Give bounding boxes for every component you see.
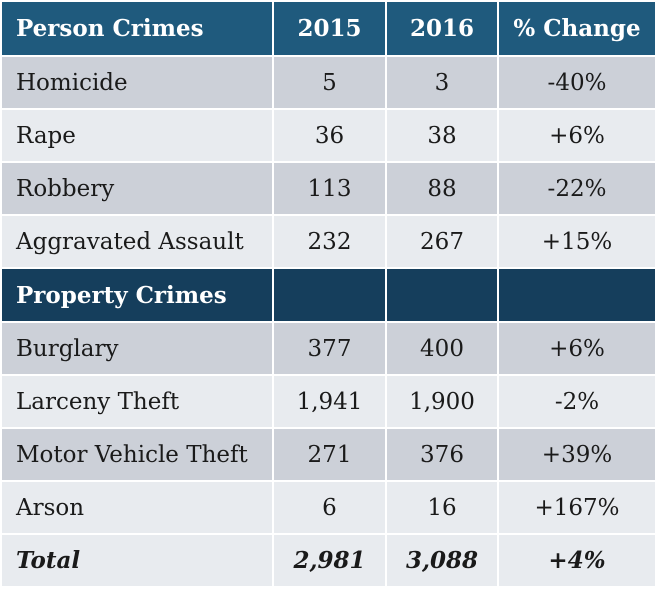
value-2016: 88 [385,161,499,216]
table-header-row: Person Crimes 2015 2016 % Change [0,0,655,57]
value-2016: 16 [385,480,499,535]
table-row: Arson 6 16 +167% [0,480,655,535]
total-2015: 2,981 [272,533,387,588]
value-2015: 5 [272,55,387,110]
value-change: +39% [497,427,655,482]
value-2016: 400 [385,321,499,376]
table-row: Larceny Theft 1,941 1,900 -2% [0,374,655,429]
value-change: +15% [497,214,655,269]
table-row: Rape 36 38 +6% [0,108,655,163]
section-empty-cell [497,267,655,323]
row-label: Larceny Theft [0,374,274,429]
value-2015: 113 [272,161,387,216]
value-change: +6% [497,108,655,163]
value-2015: 232 [272,214,387,269]
header-2016: 2016 [385,0,499,57]
value-2016: 267 [385,214,499,269]
crime-statistics-table: Person Crimes 2015 2016 % Change Homicid… [0,0,655,588]
section-header-row: Property Crimes [0,267,655,323]
header-percent-change: % Change [497,0,655,57]
value-2016: 1,900 [385,374,499,429]
value-change: +6% [497,321,655,376]
total-change: +4% [497,533,655,588]
row-label: Rape [0,108,274,163]
total-label: Total [0,533,274,588]
value-2015: 6 [272,480,387,535]
table-row: Homicide 5 3 -40% [0,55,655,110]
table-row: Aggravated Assault 232 267 +15% [0,214,655,269]
table-row: Burglary 377 400 +6% [0,321,655,376]
value-change: -2% [497,374,655,429]
header-2015: 2015 [272,0,387,57]
row-label: Burglary [0,321,274,376]
value-2015: 271 [272,427,387,482]
value-2016: 38 [385,108,499,163]
section-empty-cell [272,267,387,323]
table-row: Motor Vehicle Theft 271 376 +39% [0,427,655,482]
value-2015: 377 [272,321,387,376]
row-label: Robbery [0,161,274,216]
table-row: Robbery 113 88 -22% [0,161,655,216]
value-2016: 3 [385,55,499,110]
value-change: -40% [497,55,655,110]
section-empty-cell [385,267,499,323]
row-label: Aggravated Assault [0,214,274,269]
row-label: Homicide [0,55,274,110]
value-2015: 1,941 [272,374,387,429]
value-2016: 376 [385,427,499,482]
value-change: -22% [497,161,655,216]
total-row: Total 2,981 3,088 +4% [0,533,655,588]
row-label: Arson [0,480,274,535]
value-2015: 36 [272,108,387,163]
section-property-crimes: Property Crimes [0,267,274,323]
row-label: Motor Vehicle Theft [0,427,274,482]
total-2016: 3,088 [385,533,499,588]
value-change: +167% [497,480,655,535]
header-person-crimes: Person Crimes [0,0,274,57]
